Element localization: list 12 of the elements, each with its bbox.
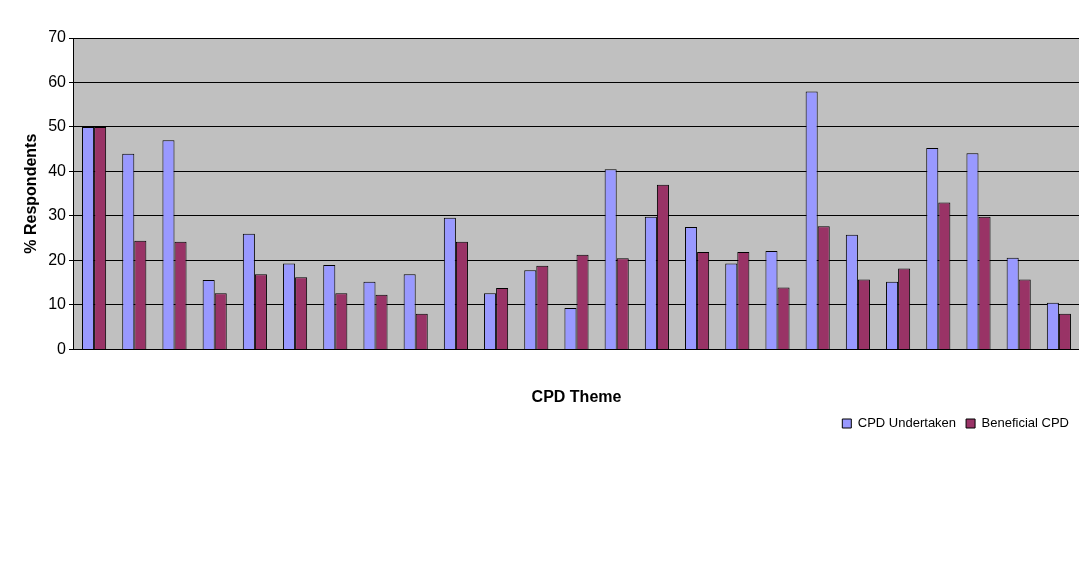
x-axis-title: CPD Theme bbox=[531, 387, 622, 405]
y-tick-label: 30 bbox=[48, 206, 67, 224]
y-tick-label: 20 bbox=[48, 250, 67, 268]
legend-label: CPD Undertaken bbox=[857, 415, 957, 431]
y-tick-label: 10 bbox=[48, 295, 67, 313]
y-tick-label: 50 bbox=[48, 117, 67, 135]
y-axis-title: % Respondents bbox=[22, 133, 40, 254]
legend-label: Beneficial CPD bbox=[981, 415, 1070, 431]
y-tick-label: 0 bbox=[57, 339, 67, 357]
y-tick-label: 40 bbox=[48, 161, 67, 179]
y-tick-label: 70 bbox=[48, 28, 67, 46]
y-tick-label: 60 bbox=[48, 72, 67, 90]
